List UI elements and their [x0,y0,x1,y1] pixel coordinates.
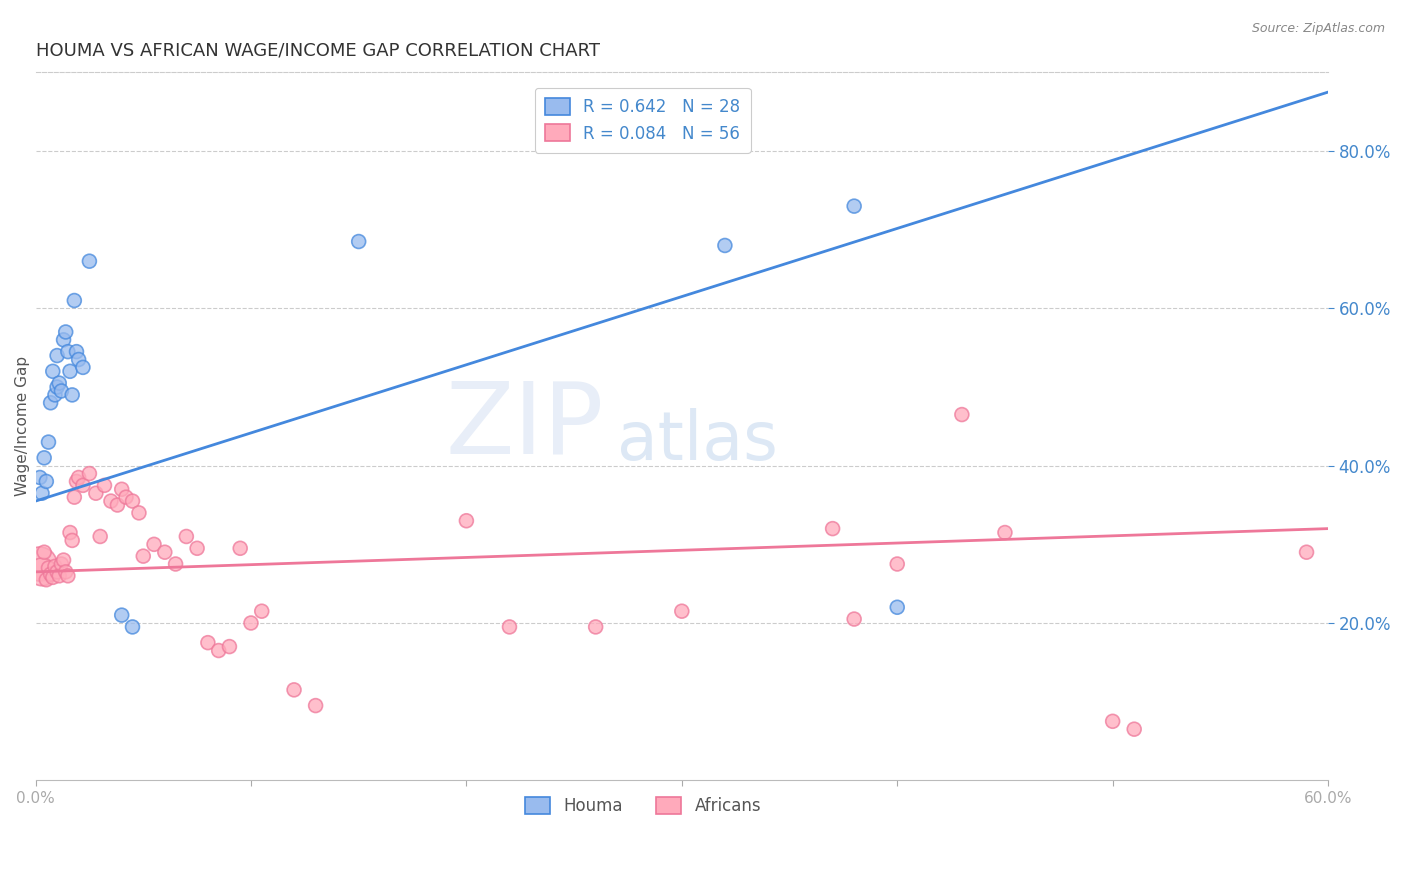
Point [89,529,111,543]
Point [585,620,607,634]
Point [283,682,305,697]
Point [240,615,263,630]
Point [63,293,86,308]
Point [51,384,73,398]
Point [107,498,129,512]
Point [52,553,75,567]
Point [48,376,70,390]
Point [56,344,79,359]
Point [250,604,273,618]
Point [72,360,94,375]
Point [31,565,53,579]
Point [671,604,693,618]
Point [56,569,79,583]
Y-axis label: Wage/Income Gap: Wage/Income Gap [15,356,30,497]
Point [65,344,87,359]
Point [46,380,69,394]
Point [67,470,90,484]
Point [143,537,166,551]
Point [48,569,70,583]
Point [39,567,62,582]
Point [347,235,370,249]
Point [84,486,107,500]
Point [42,570,65,584]
Point [52,333,75,347]
Point [1295,545,1317,559]
Text: HOUMA VS AFRICAN WAGE/INCOME GAP CORRELATION CHART: HOUMA VS AFRICAN WAGE/INCOME GAP CORRELA… [35,42,599,60]
Point [950,408,973,422]
Point [35,475,58,489]
Point [44,388,66,402]
Point [72,478,94,492]
Point [186,541,208,556]
Point [46,565,69,579]
Point [886,600,908,615]
Point [844,199,866,213]
Point [60,388,83,402]
Point [111,483,134,497]
Point [60,533,83,548]
Point [42,364,65,378]
Point [55,565,77,579]
Point [304,698,326,713]
Point [79,467,101,481]
Point [714,238,737,252]
Text: ZIP: ZIP [446,378,605,475]
Point [821,522,844,536]
Point [46,349,69,363]
Point [994,525,1017,540]
Point [65,475,87,489]
Text: Source: ZipAtlas.com: Source: ZipAtlas.com [1251,22,1385,36]
Point [93,478,115,492]
Point [229,541,252,556]
Point [165,557,187,571]
Point [32,450,55,465]
Point [59,364,82,378]
Point [208,643,231,657]
Point [153,545,176,559]
Point [176,529,198,543]
Point [28,470,51,484]
Point [44,559,66,574]
Point [115,490,138,504]
Point [59,525,82,540]
Point [128,506,150,520]
Point [121,620,143,634]
Point [63,490,86,504]
Point [100,494,122,508]
Point [1123,722,1146,736]
Legend: Houma, Africans: Houma, Africans [515,787,770,825]
Text: atlas: atlas [617,408,778,474]
Point [498,620,520,634]
Point [37,435,59,450]
Point [456,514,478,528]
Point [67,352,90,367]
Point [37,561,59,575]
Point [28,557,51,571]
Point [132,549,155,563]
Point [31,486,53,500]
Point [121,494,143,508]
Point [39,396,62,410]
Point [55,325,77,339]
Point [79,254,101,268]
Point [35,573,58,587]
Point [111,608,134,623]
Point [51,557,73,571]
Point [844,612,866,626]
Point [32,545,55,559]
Point [1101,714,1123,729]
Point [218,640,240,654]
Point [197,635,219,649]
Point [886,557,908,571]
